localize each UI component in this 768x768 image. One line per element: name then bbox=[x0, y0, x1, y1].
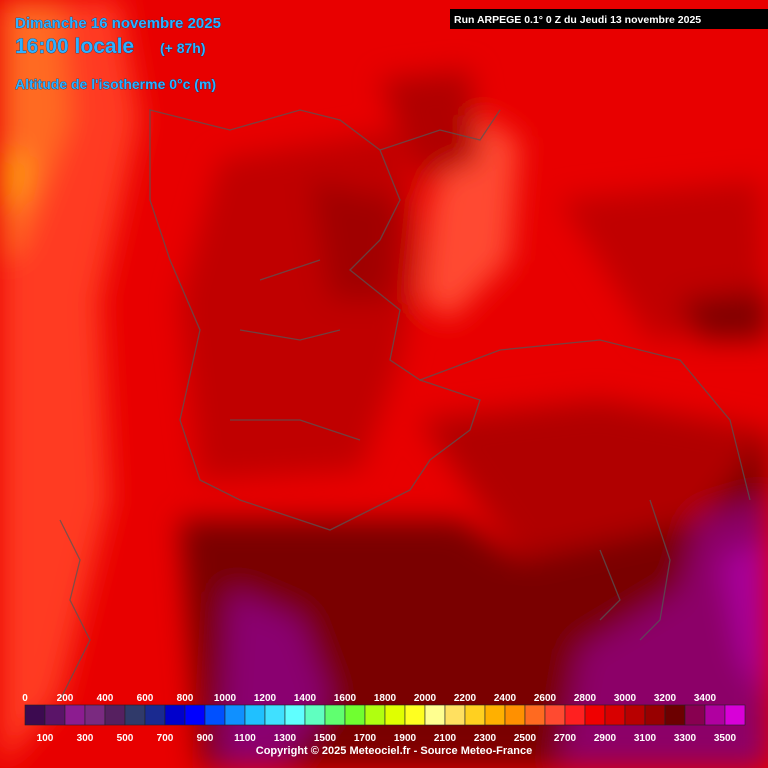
lead-label: (+ 87h) bbox=[160, 40, 206, 56]
legend-label-bottom: 1100 bbox=[234, 733, 256, 744]
legend-swatch bbox=[264, 704, 286, 726]
time-label: 16:00 locale bbox=[15, 35, 134, 58]
legend-swatch bbox=[164, 704, 186, 726]
legend-label-top: 2200 bbox=[454, 693, 477, 704]
legend-label-bottom: 1900 bbox=[394, 733, 417, 744]
legend-swatch bbox=[624, 704, 646, 726]
legend-swatch bbox=[604, 704, 626, 726]
legend-label-bottom: 3300 bbox=[674, 733, 697, 744]
legend-label-top: 2800 bbox=[574, 693, 597, 704]
legend-label-bottom: 2300 bbox=[474, 733, 497, 744]
legend-label-bottom: 3100 bbox=[634, 733, 657, 744]
legend-swatch bbox=[324, 704, 346, 726]
legend-swatch bbox=[284, 704, 306, 726]
legend-label-bottom: 2700 bbox=[554, 733, 577, 744]
legend: 0 200 400 600 800 1000 1200 1400 1600 1800 2000 220… bbox=[22, 693, 746, 744]
legend-swatch bbox=[344, 704, 366, 726]
legend-label-bottom: 3500 bbox=[714, 733, 737, 744]
legend-swatch bbox=[64, 704, 86, 726]
legend-swatch bbox=[464, 704, 486, 726]
legend-swatch bbox=[124, 704, 146, 726]
legend-label-top: 2400 bbox=[494, 693, 517, 704]
legend-label-bottom: 1300 bbox=[274, 733, 297, 744]
legend-swatch bbox=[104, 704, 126, 726]
legend-swatch bbox=[424, 704, 446, 726]
legend-swatch bbox=[484, 704, 506, 726]
legend-swatch bbox=[644, 704, 666, 726]
copyright: Copyright © 2025 Meteociel.fr - Source M… bbox=[256, 745, 532, 757]
legend-label-top: 3000 bbox=[614, 693, 637, 704]
legend-swatch bbox=[404, 704, 426, 726]
legend-label-top: 800 bbox=[177, 693, 194, 704]
legend-label-top: 3200 bbox=[654, 693, 677, 704]
legend-label-bottom: 1700 bbox=[354, 733, 377, 744]
legend-label-top: 600 bbox=[137, 693, 154, 704]
legend-swatch bbox=[544, 704, 566, 726]
borders bbox=[59, 109, 751, 701]
legend-swatch bbox=[144, 704, 166, 726]
legend-swatch bbox=[704, 704, 726, 726]
legend-swatch bbox=[304, 704, 326, 726]
header: Dimanche 16 novembre 2025 16:00 locale (… bbox=[15, 9, 768, 92]
legend-label-top: 2600 bbox=[534, 693, 557, 704]
legend-label-top: 0 bbox=[22, 693, 28, 704]
legend-swatch bbox=[224, 704, 246, 726]
legend-label-top: 1400 bbox=[294, 693, 317, 704]
legend-label-top: 1000 bbox=[214, 693, 237, 704]
legend-label-bottom: 2900 bbox=[594, 733, 617, 744]
legend-swatch bbox=[564, 704, 586, 726]
legend-label-top: 400 bbox=[97, 693, 114, 704]
legend-swatch bbox=[44, 704, 66, 726]
legend-swatch bbox=[244, 704, 266, 726]
legend-label-bottom: 900 bbox=[197, 733, 214, 744]
legend-swatch bbox=[444, 704, 466, 726]
legend-swatch bbox=[204, 704, 226, 726]
legend-label-bottom: 100 bbox=[37, 733, 54, 744]
legend-label-top: 1200 bbox=[254, 693, 277, 704]
legend-swatch bbox=[524, 704, 546, 726]
legend-label-top: 200 bbox=[57, 693, 74, 704]
date-label: Dimanche 16 novembre 2025 bbox=[15, 15, 221, 32]
legend-swatch bbox=[504, 704, 526, 726]
legend-label-top: 1600 bbox=[334, 693, 357, 704]
legend-label-bottom: 2100 bbox=[434, 733, 457, 744]
legend-swatch bbox=[184, 704, 206, 726]
legend-swatch bbox=[24, 704, 46, 726]
legend-label-bottom: 1500 bbox=[314, 733, 337, 744]
legend-label-bottom: 2500 bbox=[514, 733, 537, 744]
run-box bbox=[450, 9, 768, 29]
legend-swatch bbox=[84, 704, 106, 726]
legend-swatch bbox=[584, 704, 606, 726]
legend-swatch bbox=[724, 704, 746, 726]
legend-swatch bbox=[384, 704, 406, 726]
legend-label-top: 1800 bbox=[374, 693, 397, 704]
legend-swatch bbox=[364, 704, 386, 726]
run-label: Run ARPEGE 0.1° 0 Z du Jeudi 13 novembre… bbox=[454, 14, 701, 26]
legend-swatch bbox=[664, 704, 686, 726]
legend-label-top: 3400 bbox=[694, 693, 717, 704]
legend-swatch bbox=[684, 704, 706, 726]
legend-label-bottom: 500 bbox=[117, 733, 134, 744]
legend-label-bottom: 700 bbox=[157, 733, 174, 744]
parameter-label: Altitude de l'isotherme 0°c (m) bbox=[15, 76, 216, 92]
legend-label-bottom: 300 bbox=[77, 733, 94, 744]
legend-label-top: 2000 bbox=[414, 693, 437, 704]
